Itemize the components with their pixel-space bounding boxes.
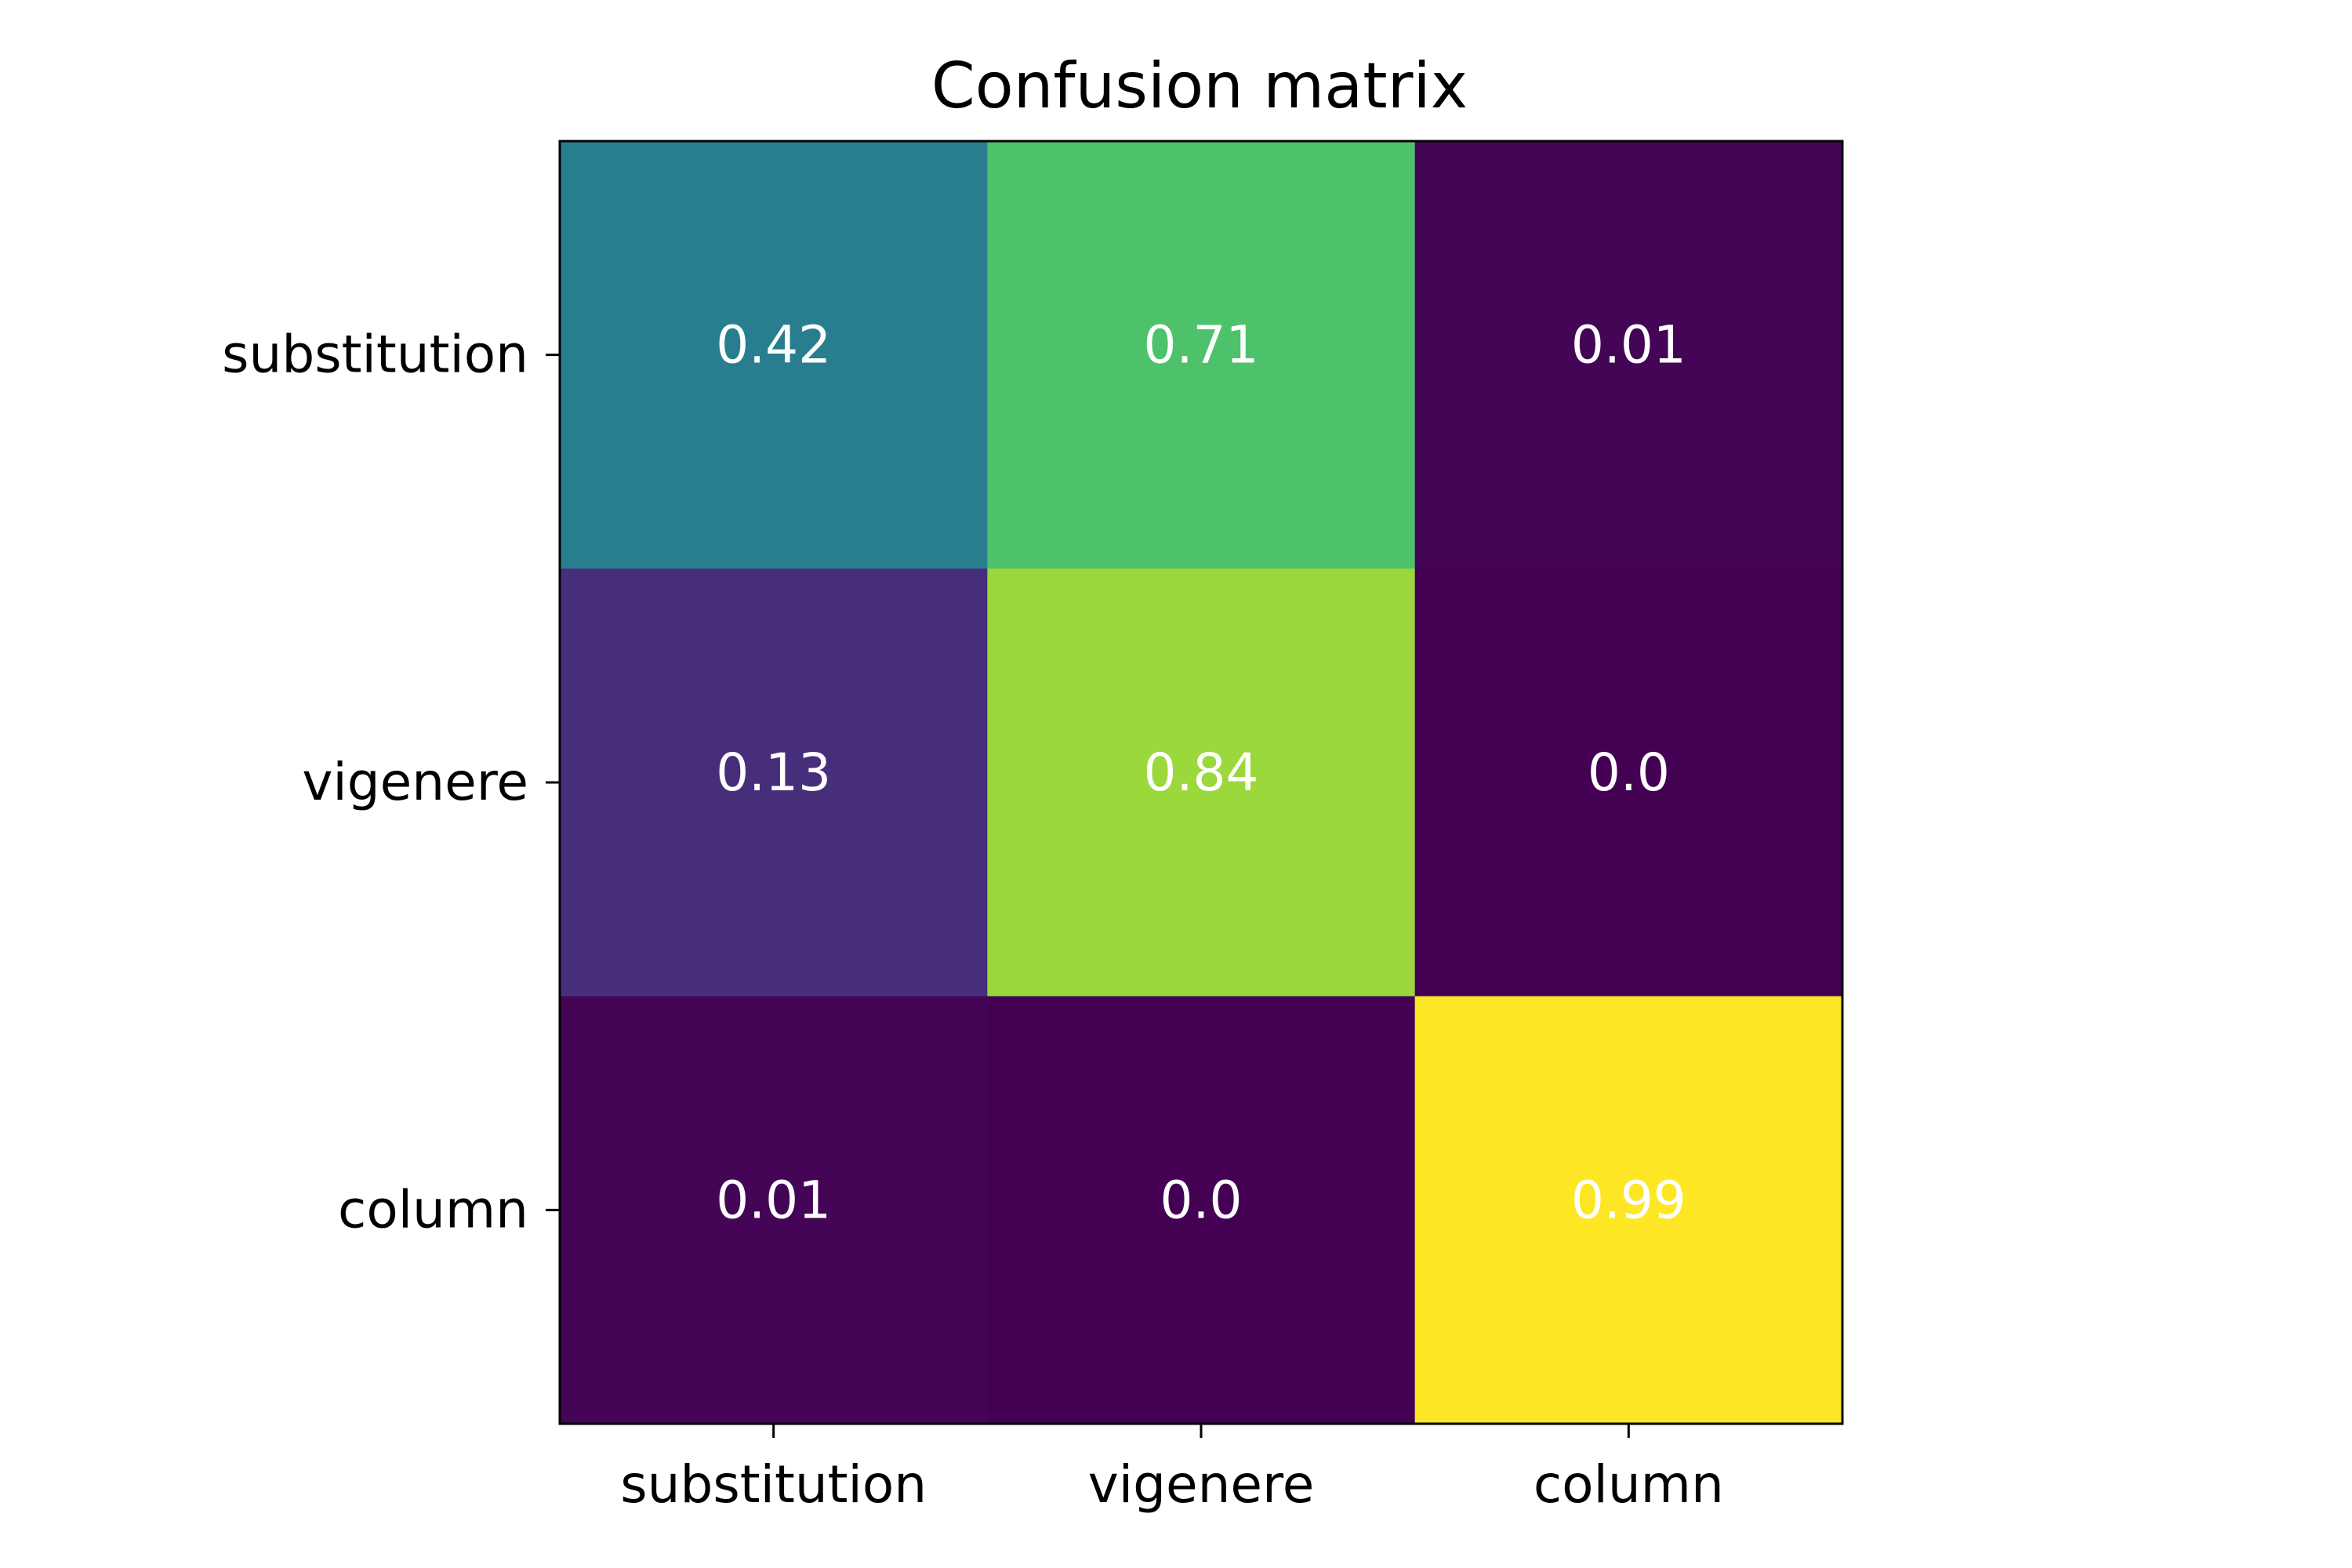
cell-value-label-r2-c0: 0.01 — [716, 1170, 831, 1230]
cell-value-label-r1-c2: 0.0 — [1588, 742, 1670, 803]
heatmap-cell-r1-c2 — [1414, 568, 1843, 997]
heatmap-cells — [560, 141, 1843, 1425]
heatmap-cell-r2-c2 — [1414, 996, 1843, 1425]
x-axis: substitution vigenere column — [620, 1424, 1724, 1515]
heatmap-cell-r0-c0 — [560, 141, 988, 569]
cell-value-label-r0-c2: 0.01 — [1571, 315, 1686, 376]
heatmap-cell-r2-c1 — [987, 996, 1416, 1425]
y-tick-label-2: column — [338, 1179, 528, 1240]
heatmap-cell-r1-c0 — [560, 568, 988, 997]
heatmap-cell-r0-c2 — [1414, 141, 1843, 569]
cell-value-labels: 0.42 0.71 0.01 0.13 0.84 0.0 0.01 0.0 0.99 — [716, 315, 1686, 1231]
cell-value-label-r0-c0: 0.42 — [716, 315, 831, 376]
x-tick-label-2: column — [1534, 1454, 1724, 1515]
heatmap-cell-r1-c1 — [987, 568, 1416, 997]
cell-value-label-r2-c2: 0.99 — [1571, 1170, 1686, 1230]
cell-value-label-r1-c0: 0.13 — [716, 742, 831, 803]
y-tick-label-1: vigenere — [302, 752, 528, 812]
cell-value-label-r0-c1: 0.71 — [1144, 315, 1259, 376]
cell-value-label-r1-c1: 0.84 — [1144, 742, 1259, 803]
y-tick-label-0: substitution — [222, 325, 528, 385]
heatmap-cell-r0-c1 — [987, 141, 1416, 569]
y-axis: substitution vigenere column — [222, 325, 560, 1240]
plot-frame — [558, 140, 1844, 1425]
x-tick-label-0: substitution — [620, 1454, 927, 1515]
heatmap-cell-r2-c0 — [560, 996, 988, 1425]
cell-value-label-r2-c1: 0.0 — [1160, 1170, 1243, 1230]
x-tick-label-1: vigenere — [1088, 1454, 1315, 1515]
chart-title: Confusion matrix — [931, 49, 1468, 122]
